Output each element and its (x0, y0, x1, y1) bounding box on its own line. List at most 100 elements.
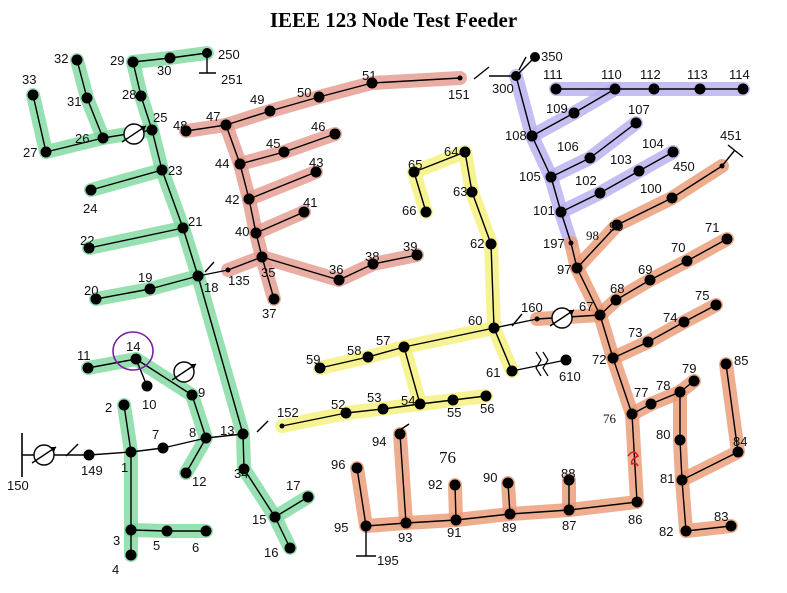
bus-node-113 (694, 83, 706, 95)
bus-node-7 (157, 442, 169, 454)
bus-label-52: 52 (331, 397, 345, 412)
line-108-109 (531, 112, 575, 137)
bus-label-74: 74 (663, 310, 677, 325)
bus-node-149 (83, 449, 95, 461)
line-14-11 (87, 358, 137, 369)
line-26-27 (45, 137, 104, 153)
bus-label-76-center: 76 (439, 448, 456, 467)
bus-node-114 (737, 83, 749, 95)
bus-node-160 (534, 316, 540, 322)
line-105-106 (550, 157, 591, 178)
bus-node-73 (642, 336, 654, 348)
regulator-25-icon-arrowhead (140, 126, 146, 131)
bus-node-87 (563, 504, 575, 516)
bus-label-54: 54 (401, 393, 415, 408)
switch-13-152-icon (256, 420, 269, 433)
bus-label-20: 20 (84, 283, 98, 298)
line-29-30 (132, 57, 171, 63)
bus-node-56 (480, 390, 492, 402)
bus-node-103 (633, 165, 645, 177)
bus-node-197 (568, 240, 574, 246)
bus-label-250: 250 (218, 47, 240, 62)
bus-label-1: 1 (121, 460, 128, 475)
bus-node-82 (680, 525, 692, 537)
bus-node-86 (631, 496, 643, 508)
switch-300-350-icon (518, 56, 527, 71)
bus-label-85: 85 (734, 353, 748, 368)
bus-label-77: 77 (634, 385, 648, 400)
bus-label-44: 44 (215, 156, 229, 171)
transformer-610-icon (535, 351, 549, 377)
bus-node-300 (511, 71, 521, 81)
line-47-49 (225, 110, 271, 126)
line-65-66 (413, 171, 427, 213)
bus-node-14 (130, 353, 142, 365)
bus-node-88 (563, 474, 575, 486)
line-49-50 (269, 96, 320, 112)
bus-node-42 (243, 193, 255, 205)
bus-label-53: 53 (367, 390, 381, 405)
bus-label-109: 109 (546, 101, 568, 116)
bus-label-83: 83 (714, 509, 728, 524)
bus-node-69 (644, 274, 656, 286)
bus-label-26: 26 (75, 131, 89, 146)
bus-label-72: 72 (592, 352, 606, 367)
bus-node-30 (164, 52, 176, 64)
bus-node-53 (377, 403, 389, 415)
bus-label-76: 76 (603, 411, 617, 426)
bus-label-40: 40 (235, 224, 249, 239)
bus-label-38: 38 (365, 249, 379, 264)
bus-node-36 (333, 274, 345, 286)
line-30-250 (169, 52, 208, 59)
bus-node-111 (550, 83, 562, 95)
bus-node-152 (279, 423, 285, 429)
bus-node-101 (555, 206, 567, 218)
line-105-108 (531, 135, 552, 178)
bus-node-63 (466, 186, 478, 198)
bus-label-48: 48 (173, 118, 187, 133)
line-18-21 (182, 227, 199, 277)
bus-node-92 (449, 479, 461, 491)
bus-node-40 (250, 227, 262, 239)
regulator-9-icon-arrowhead (190, 364, 196, 369)
bus-label-60: 60 (468, 313, 482, 328)
bus-node-108 (526, 130, 538, 142)
bus-node-60 (488, 322, 500, 334)
bus-node-55 (447, 394, 459, 406)
bus-node-100 (666, 192, 678, 204)
bus-label-11: 11 (77, 348, 91, 363)
bus-node-90 (502, 477, 514, 489)
bus-label-78: 78 (656, 378, 670, 393)
bus-node-106 (584, 152, 596, 164)
regulator-150-icon-arrowhead (50, 447, 56, 452)
bus-label-68: 68 (610, 281, 624, 296)
bus-label-104: 104 (642, 136, 664, 151)
bus-node-76 (626, 408, 638, 420)
bus-label-17: 17 (286, 478, 300, 493)
bus-label-16: 16 (264, 545, 278, 560)
bus-label-93: 93 (398, 530, 412, 545)
bus-node-77 (645, 398, 657, 410)
line-450-451 (721, 149, 736, 167)
bus-node-4 (125, 549, 137, 561)
line-82-83 (685, 525, 732, 532)
bus-node-39 (411, 249, 423, 261)
bus-label-67: 67 (579, 299, 593, 314)
line-55-56 (452, 395, 487, 401)
bus-node-21 (177, 222, 189, 234)
line-35-37 (261, 256, 275, 300)
line-31-32 (76, 59, 88, 99)
bus-label-90: 90 (483, 470, 497, 485)
line-8-12 (185, 437, 207, 474)
annotation-marks (112, 331, 640, 467)
bus-label-47: 47 (206, 109, 220, 124)
bus-label-197: 197 (543, 236, 565, 251)
line-36-38 (338, 263, 374, 281)
bus-label-33: 33 (22, 72, 36, 87)
bus-node-610 (560, 354, 572, 366)
bus-node-81 (676, 474, 688, 486)
bus-node-250 (202, 48, 212, 58)
bus-label-251: 251 (221, 72, 243, 87)
bus-node-80 (674, 434, 686, 446)
